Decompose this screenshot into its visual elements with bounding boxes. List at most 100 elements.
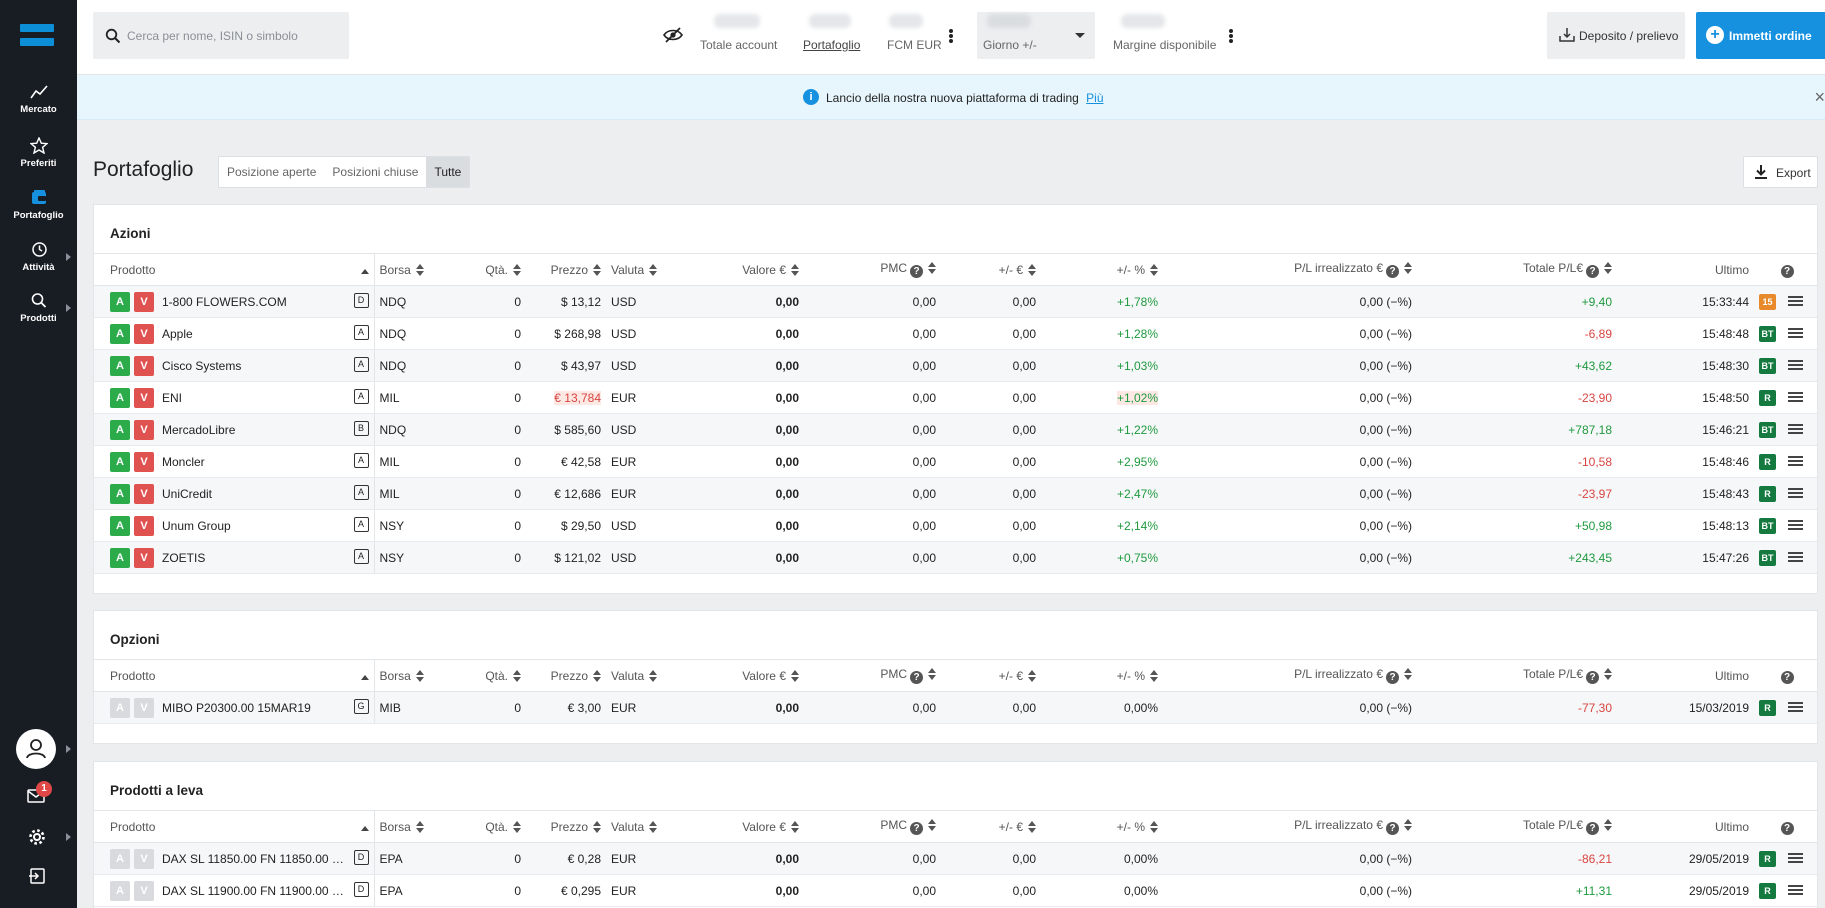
column-header-last[interactable]: Ultimo	[1617, 810, 1754, 843]
column-header-value[interactable]: Valore €	[676, 253, 804, 286]
product-name[interactable]: DAX SL 11900.00 FN 11900.00 R...	[162, 883, 347, 898]
product-name[interactable]: MIBO P20300.00 15MAR19	[162, 700, 311, 715]
nav-attivita[interactable]: Attività	[0, 241, 77, 273]
column-header-exchange[interactable]: Borsa	[374, 810, 459, 843]
column-header-diff_eur[interactable]: +/- €	[941, 810, 1041, 843]
column-header-unrealized[interactable]: P/L irrealizzato €?	[1163, 810, 1417, 843]
column-header-diff_pct[interactable]: +/- %	[1041, 253, 1163, 286]
column-header-total[interactable]: Totale P/L€?	[1417, 810, 1617, 843]
product-name[interactable]: Moncler	[162, 454, 205, 469]
product-name[interactable]: MercadoLibre	[162, 422, 236, 437]
help-icon[interactable]: ?	[1586, 822, 1599, 835]
sort-icon[interactable]	[1028, 669, 1036, 682]
sort-icon[interactable]	[1604, 668, 1612, 680]
table-row[interactable]: A V ZOETIS A NSY 0 $ 121,02 USD 0,00 0,00 0,00 +0,7…	[94, 541, 1817, 574]
row-menu-icon[interactable]	[1788, 520, 1803, 531]
table-row[interactable]: A V DAX SL 11900.00 FN 11900.00 R... D EPA 0 €…	[94, 874, 1817, 907]
sort-ascending-icon[interactable]	[360, 825, 369, 831]
column-header-currency[interactable]: Valuta	[606, 253, 676, 286]
column-header-currency[interactable]: Valuta	[606, 810, 676, 843]
table-row[interactable]: A V Cisco Systems A NDQ 0 $ 43,97 USD 0,00 0,00 0,…	[94, 349, 1817, 382]
column-header-product[interactable]: Prodotto	[94, 659, 375, 692]
column-header-exchange[interactable]: Borsa	[374, 659, 459, 692]
column-header-price[interactable]: Prezzo	[526, 253, 606, 286]
buy-button[interactable]: A	[110, 880, 130, 901]
sort-icon[interactable]	[649, 263, 658, 276]
product-name[interactable]: ENI	[162, 390, 183, 405]
column-header-qty[interactable]: Qtà.	[459, 659, 526, 692]
column-header-exchange[interactable]: Borsa	[374, 253, 459, 286]
column-header-product[interactable]: Prodotto	[94, 253, 375, 286]
sell-button[interactable]: V	[134, 515, 154, 536]
nav-portafoglio[interactable]: Portafoglio	[0, 189, 77, 221]
brand-logo[interactable]	[20, 24, 54, 46]
sort-icon[interactable]	[1404, 668, 1412, 680]
row-menu-icon[interactable]	[1788, 552, 1803, 563]
column-header-last[interactable]: Ultimo	[1617, 659, 1754, 692]
buy-button[interactable]: A	[110, 419, 130, 440]
sort-icon[interactable]	[928, 262, 936, 274]
sort-icon[interactable]	[791, 820, 799, 833]
row-menu-icon[interactable]	[1788, 885, 1803, 896]
sell-button[interactable]: V	[134, 848, 154, 869]
column-header-currency[interactable]: Valuta	[606, 659, 676, 692]
column-header-last[interactable]: Ultimo	[1617, 253, 1754, 286]
banner-more-link[interactable]: Più	[1086, 91, 1104, 105]
table-row[interactable]: A V Moncler A MIL 0 € 42,58 EUR 0,00 0,00 0,00 +2,9…	[94, 445, 1817, 478]
row-menu-icon[interactable]	[1788, 328, 1803, 339]
sort-icon[interactable]	[1028, 263, 1036, 276]
product-name[interactable]: Apple	[162, 326, 193, 341]
sort-icon[interactable]	[791, 263, 799, 276]
nav-preferiti[interactable]: Preferiti	[0, 137, 77, 169]
product-name[interactable]: ZOETIS	[162, 550, 206, 565]
sell-button[interactable]: V	[134, 483, 154, 504]
help-icon[interactable]: ?	[1386, 822, 1399, 835]
summary-portfolio[interactable]: Portafoglio	[803, 14, 860, 58]
buy-button[interactable]: A	[110, 697, 130, 718]
buy-button[interactable]: A	[110, 547, 130, 568]
sort-icon[interactable]	[1604, 262, 1612, 274]
buy-button[interactable]: A	[110, 291, 130, 312]
row-menu-icon[interactable]	[1788, 360, 1803, 371]
product-name[interactable]: Unum Group	[162, 518, 231, 533]
tab-all[interactable]: Tutte	[426, 157, 470, 187]
row-menu-icon[interactable]	[1788, 853, 1803, 864]
buy-button[interactable]: A	[110, 483, 130, 504]
sort-icon[interactable]	[513, 669, 521, 682]
column-header-product[interactable]: Prodotto	[94, 810, 375, 843]
column-header-diff_eur[interactable]: +/- €	[941, 253, 1041, 286]
sell-button[interactable]: V	[134, 697, 154, 718]
logout-icon[interactable]	[28, 867, 46, 885]
sort-icon[interactable]	[1150, 263, 1158, 276]
tab-open-positions[interactable]: Posizione aperte	[227, 165, 317, 179]
row-menu-icon[interactable]	[1788, 456, 1803, 467]
sort-icon[interactable]	[593, 669, 601, 682]
sell-button[interactable]: V	[134, 323, 154, 344]
row-menu-icon[interactable]	[1788, 424, 1803, 435]
row-menu-icon[interactable]	[1788, 488, 1803, 499]
sort-icon[interactable]	[928, 819, 936, 831]
sort-icon[interactable]	[513, 820, 521, 833]
buy-button[interactable]: A	[110, 848, 130, 869]
sort-icon[interactable]	[649, 820, 658, 833]
sort-icon[interactable]	[593, 820, 601, 833]
column-header-value[interactable]: Valore €	[676, 810, 804, 843]
sort-icon[interactable]	[649, 669, 658, 682]
buy-button[interactable]: A	[110, 387, 130, 408]
row-menu-icon[interactable]	[1788, 296, 1803, 307]
gear-icon[interactable]	[28, 828, 46, 846]
help-icon[interactable]: ?	[910, 265, 923, 278]
column-header-pmc[interactable]: PMC?	[804, 810, 941, 843]
export-button[interactable]: Export	[1743, 156, 1818, 188]
search-input[interactable]	[127, 26, 337, 46]
tab-closed-positions[interactable]: Posizioni chiuse	[332, 165, 419, 179]
sort-icon[interactable]	[1150, 669, 1158, 682]
table-row[interactable]: A V Apple A NDQ 0 $ 268,98 USD 0,00 0,00 0,00 +1,28…	[94, 317, 1817, 350]
user-avatar[interactable]	[16, 729, 56, 769]
sort-icon[interactable]	[593, 263, 601, 276]
column-header-unrealized[interactable]: P/L irrealizzato €?	[1163, 253, 1417, 286]
day-change-dropdown[interactable]: Giorno +/-	[977, 12, 1095, 59]
column-header-diff_pct[interactable]: +/- %	[1041, 810, 1163, 843]
help-icon[interactable]: ?	[910, 671, 923, 684]
column-header-qty[interactable]: Qtà.	[459, 810, 526, 843]
